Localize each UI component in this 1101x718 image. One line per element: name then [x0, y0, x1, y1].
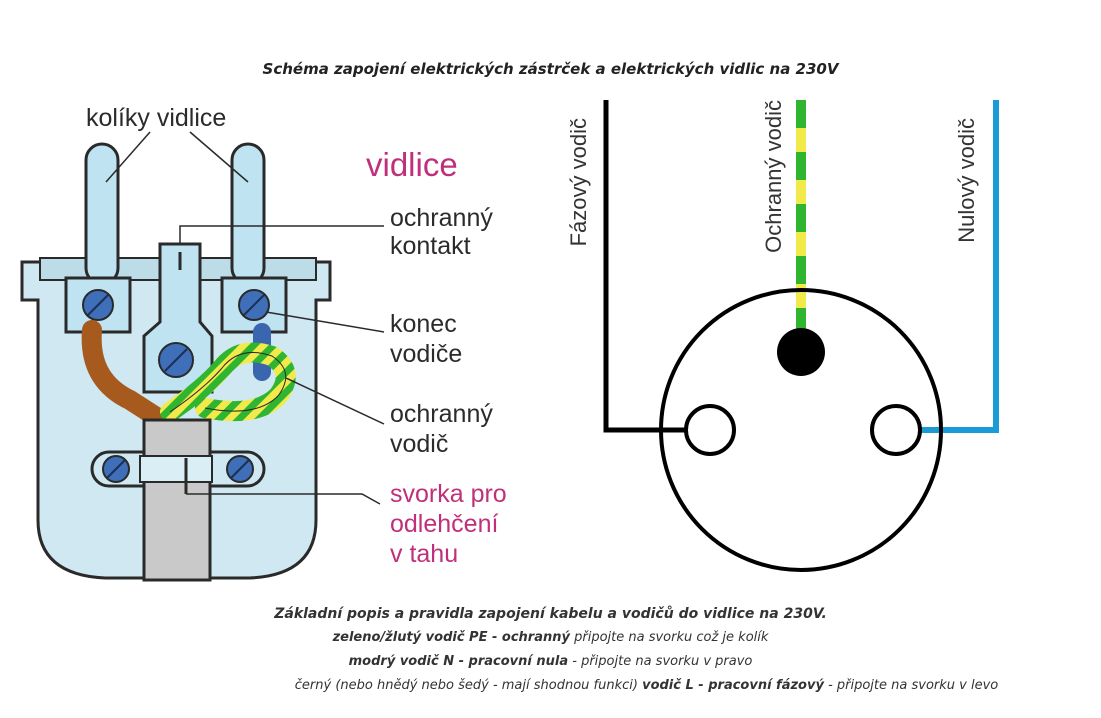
neutral-wire — [920, 100, 999, 433]
l-rule-bold: vodič L - pracovní fázový — [642, 678, 824, 693]
wire-end-label-2: vodiče — [390, 340, 462, 368]
protective-wire-label: Ochranný vodič — [761, 100, 786, 253]
pe-rule-bold: zeleno/žlutý vodič PE - ochranný — [332, 630, 570, 645]
pins-label: kolíky vidlice — [86, 104, 226, 132]
socket-outline — [659, 288, 943, 572]
diagram-title: Schéma zapojení elektrických zástrček a … — [262, 60, 839, 78]
protective-wire-label-2: vodič — [390, 430, 448, 458]
n-rule-text: - připojte na svorku v pravo — [568, 654, 753, 669]
phase-wire-label: Fázový vodič — [566, 118, 591, 246]
description-pe: zeleno/žlutý vodič PE - ochranný připojt… — [0, 626, 1101, 650]
left-pin — [84, 142, 120, 286]
l-rule-text: - připojte na svorku v levo — [823, 678, 999, 693]
phase-wire-brown — [81, 320, 168, 428]
wire-end-label-1: konec — [390, 310, 457, 338]
wiring-description: Základní popis a pravidla zapojení kabel… — [0, 602, 1101, 698]
plug-illustration: kolíky vidlice vidlice ochranný kontakt … — [20, 104, 507, 582]
neutral-wire-label: Nulový vodič — [954, 118, 979, 243]
strain-relief-label-2: odlehčení — [390, 510, 498, 538]
neutral-hole — [870, 404, 922, 456]
protective-contact-label-1: ochranný — [390, 204, 493, 232]
phase-hole — [684, 404, 736, 456]
pe-rule-text: připojte na svorku což je kolík — [569, 630, 769, 645]
description-heading: Základní popis a pravidla zapojení kabel… — [274, 606, 827, 622]
strain-relief-label-3: v tahu — [390, 540, 458, 568]
cable-clamp — [139, 455, 213, 483]
socket-schematic: Fázový vodič Ochranný vodič Nulový vodič — [566, 100, 999, 572]
leader-lines — [105, 131, 385, 505]
phase-wire — [603, 100, 688, 433]
wiring-diagram: kolíky vidlice vidlice ochranný kontakt … — [20, 100, 999, 582]
protective-wire-label-1: ochranný — [390, 400, 493, 428]
l-rule-prefix: černý (nebo hnědý nebo šedý - mají shodn… — [294, 678, 643, 693]
right-pin — [230, 142, 266, 286]
n-rule-bold: modrý vodič N - pracovní nula — [348, 654, 569, 669]
description-l: černý (nebo hnědý nebo šedý - mají shodn… — [96, 674, 1101, 698]
protective-contact-label-2: kontakt — [390, 232, 471, 260]
plug-heading: vidlice — [366, 146, 458, 183]
description-n: modrý vodič N - pracovní nula - připojte… — [0, 650, 1101, 674]
protective-pin — [777, 328, 825, 376]
cable-sheath — [142, 418, 212, 582]
strain-relief-label-1: svorka pro — [390, 480, 507, 508]
